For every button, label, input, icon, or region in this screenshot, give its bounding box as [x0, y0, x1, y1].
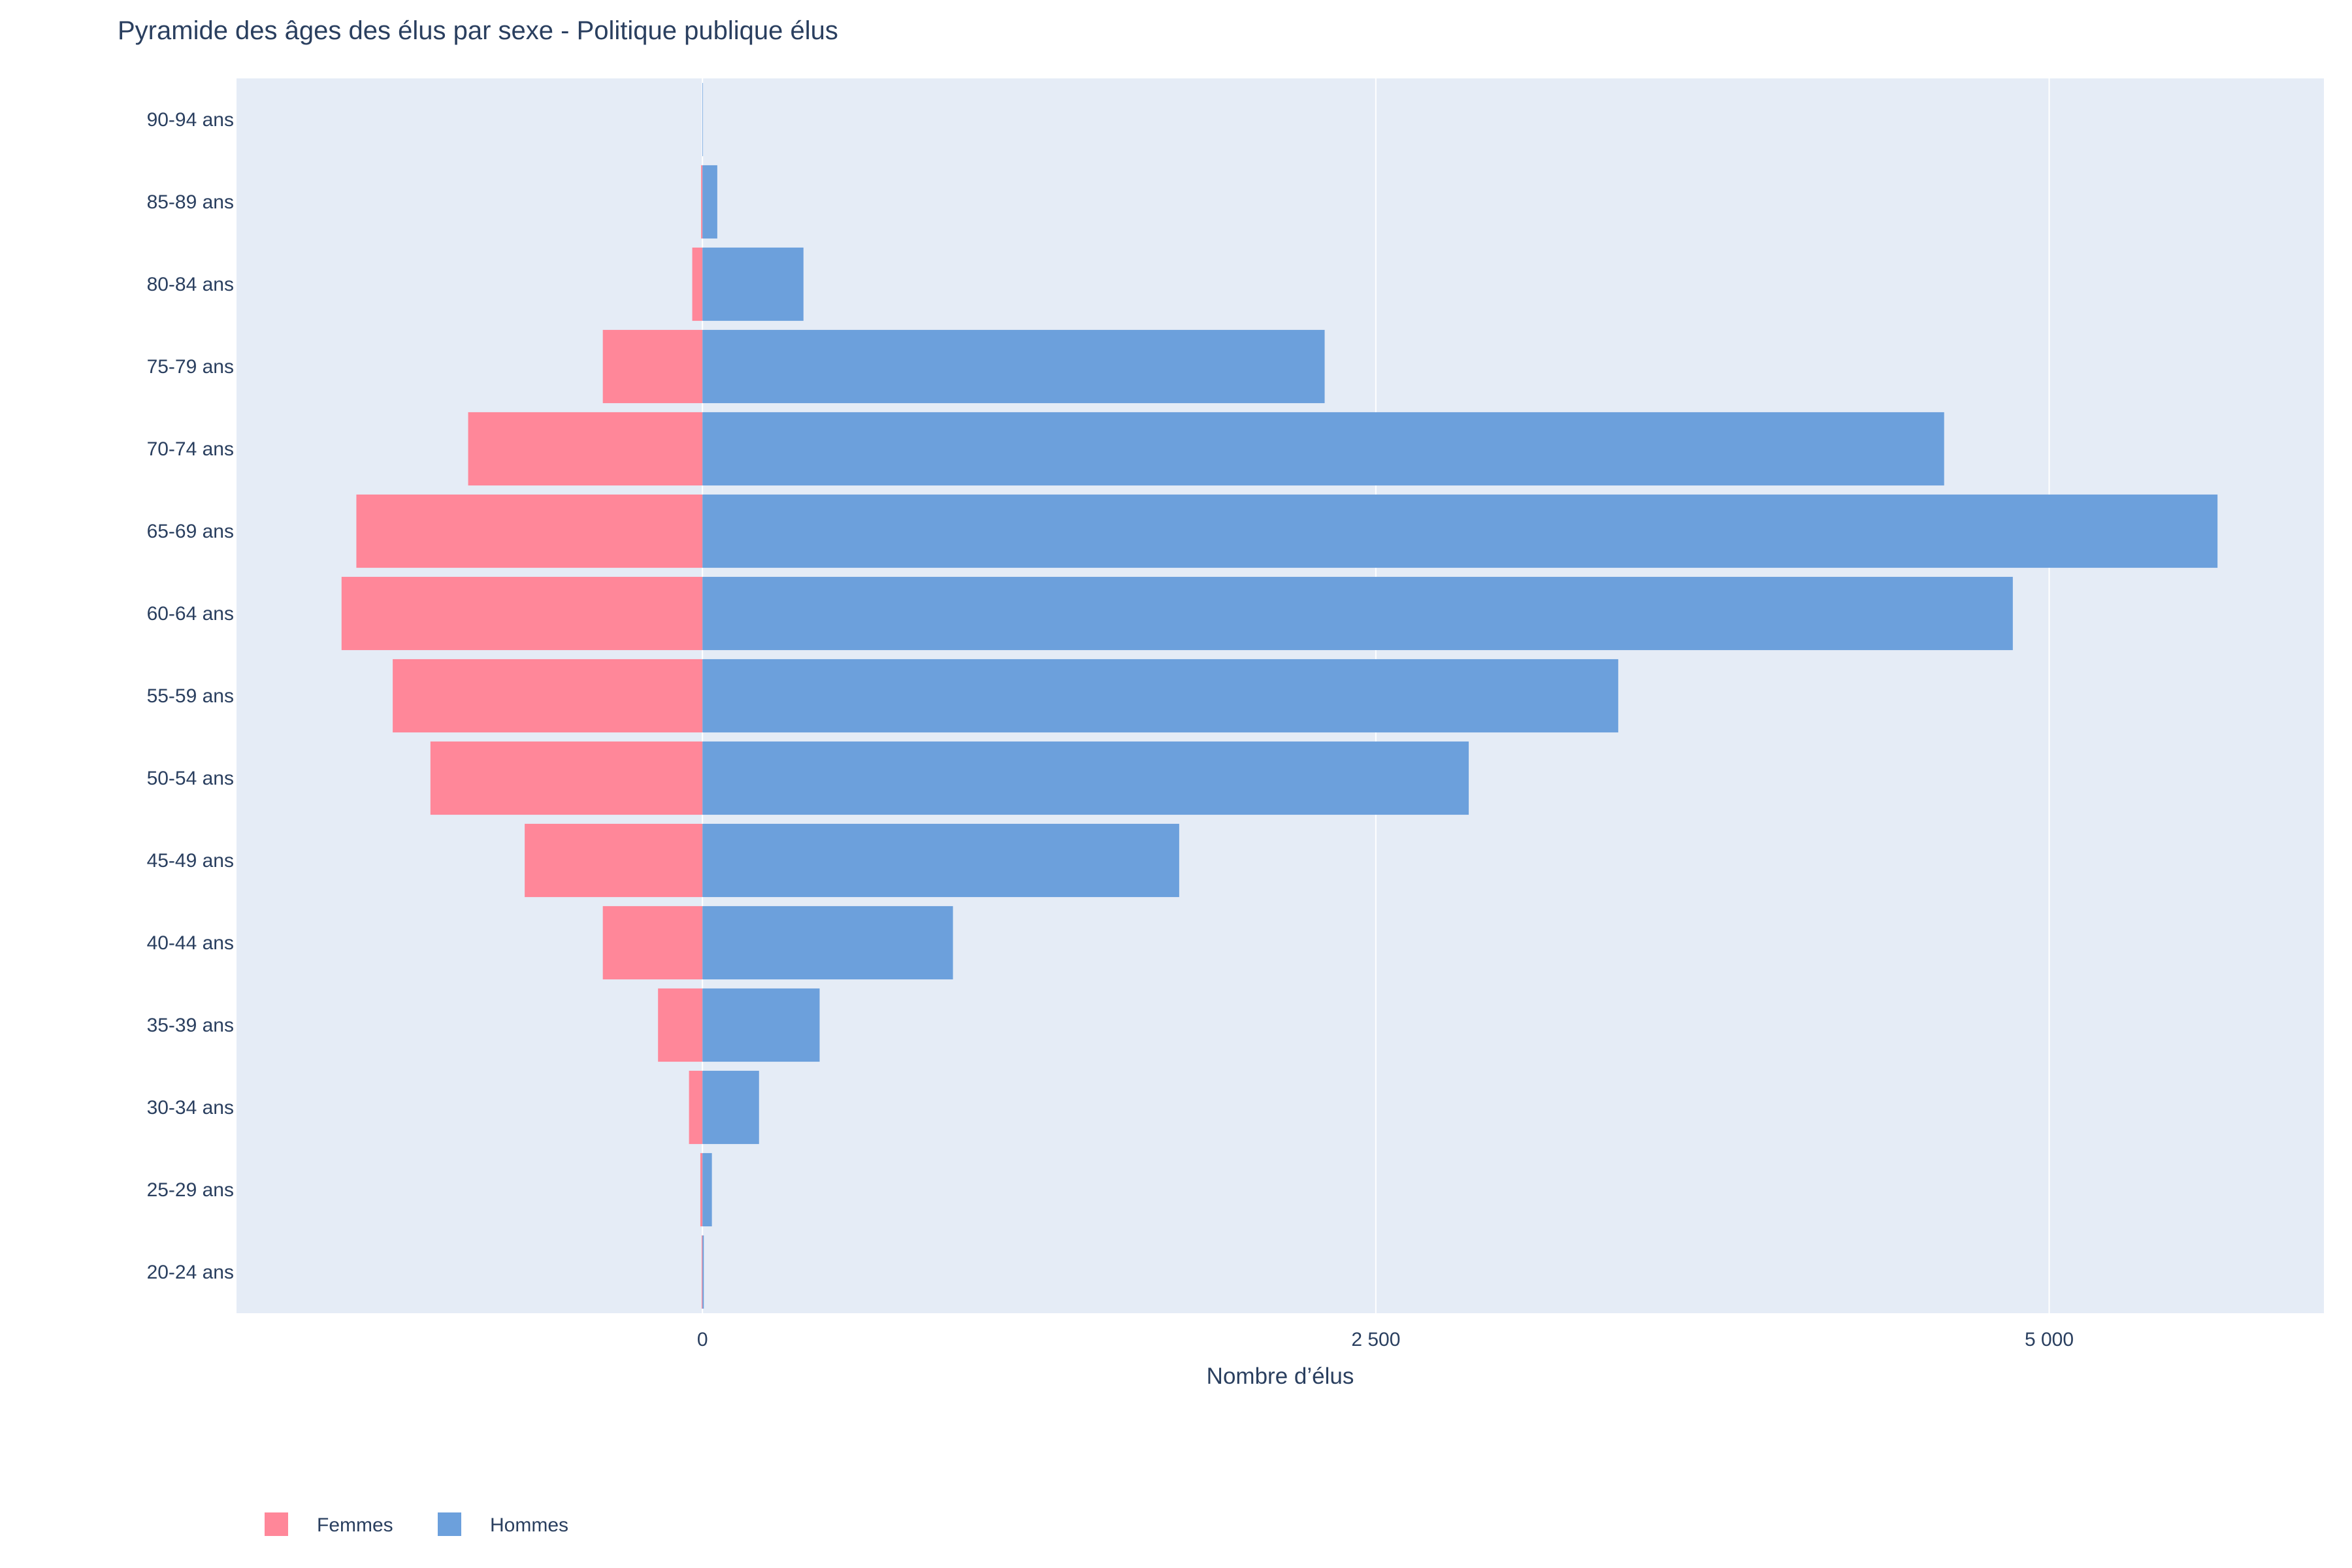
bar-hommes-25-29-ans: [702, 1152, 712, 1227]
bar-femmes-50-54-ans: [430, 741, 703, 815]
y-tick-label: 60-64 ans: [147, 603, 234, 625]
legend-label-hommes: Hommes: [490, 1514, 568, 1536]
y-tick-label: 50-54 ans: [147, 768, 234, 789]
y-tick-label: 45-49 ans: [147, 850, 234, 872]
bar-femmes-65-69-ans: [356, 494, 703, 568]
bar-hommes-65-69-ans: [702, 494, 2218, 568]
bar-hommes-50-54-ans: [702, 741, 1469, 815]
y-tick-label: 75-79 ans: [147, 356, 234, 378]
y-tick-label: 35-39 ans: [147, 1015, 234, 1036]
chart-title: Pyramide des âges des élus par sexe - Po…: [118, 16, 838, 45]
bar-hommes-85-89-ans: [702, 165, 717, 239]
legend: Femmes Hommes: [265, 1512, 568, 1536]
y-tick-label: 70-74 ans: [147, 438, 234, 460]
y-tick-label: 65-69 ans: [147, 521, 234, 542]
x-tick-label: 0: [697, 1329, 708, 1350]
y-tick-label: 20-24 ans: [147, 1262, 234, 1283]
x-axis-ticks: 0 2 500 5 000: [697, 1329, 2074, 1350]
x-tick-label: 5 000: [2025, 1329, 2074, 1350]
bar-hommes-80-84-ans: [702, 247, 804, 321]
legend-swatch-femmes: [265, 1512, 288, 1536]
x-axis-title: Nombre d’élus: [1207, 1364, 1354, 1389]
bar-hommes-70-74-ans: [702, 412, 1944, 486]
legend-swatch-hommes: [438, 1512, 461, 1536]
y-tick-label: 80-84 ans: [147, 274, 234, 295]
bar-hommes-40-44-ans: [702, 906, 953, 980]
bar-femmes-80-84-ans: [692, 247, 703, 321]
bar-hommes-30-34-ans: [702, 1070, 759, 1145]
y-tick-label: 55-59 ans: [147, 685, 234, 707]
bar-hommes-35-39-ans: [702, 988, 820, 1062]
y-tick-label: 25-29 ans: [147, 1179, 234, 1201]
bar-femmes-55-59-ans: [393, 659, 703, 733]
y-tick-label: 85-89 ans: [147, 191, 234, 213]
y-tick-label: 90-94 ans: [147, 109, 234, 131]
bar-femmes-70-74-ans: [468, 412, 703, 486]
bar-hommes-55-59-ans: [702, 659, 1618, 733]
bar-femmes-25-29-ans: [700, 1152, 703, 1227]
bar-femmes-60-64-ans: [341, 576, 703, 651]
bar-femmes-45-49-ans: [525, 823, 703, 898]
bars: [341, 82, 2218, 1309]
bar-hommes-75-79-ans: [702, 329, 1325, 404]
bar-hommes-20-24-ans: [702, 1235, 704, 1309]
bar-hommes-45-49-ans: [702, 823, 1179, 898]
bar-femmes-30-34-ans: [689, 1070, 703, 1145]
y-tick-label: 30-34 ans: [147, 1097, 234, 1119]
bar-femmes-35-39-ans: [658, 988, 703, 1062]
bar-femmes-40-44-ans: [602, 906, 703, 980]
bar-hommes-60-64-ans: [702, 576, 2013, 651]
y-axis-ticks: 20-24 ans 25-29 ans 30-34 ans 35-39 ans 40-4…: [147, 109, 234, 1283]
bar-femmes-85-89-ans: [701, 165, 703, 239]
bar-femmes-75-79-ans: [602, 329, 703, 404]
legend-label-femmes: Femmes: [317, 1514, 393, 1536]
bar-hommes-90-94-ans: [702, 82, 704, 157]
x-tick-label: 2 500: [1351, 1329, 1400, 1350]
y-tick-label: 40-44 ans: [147, 932, 234, 954]
